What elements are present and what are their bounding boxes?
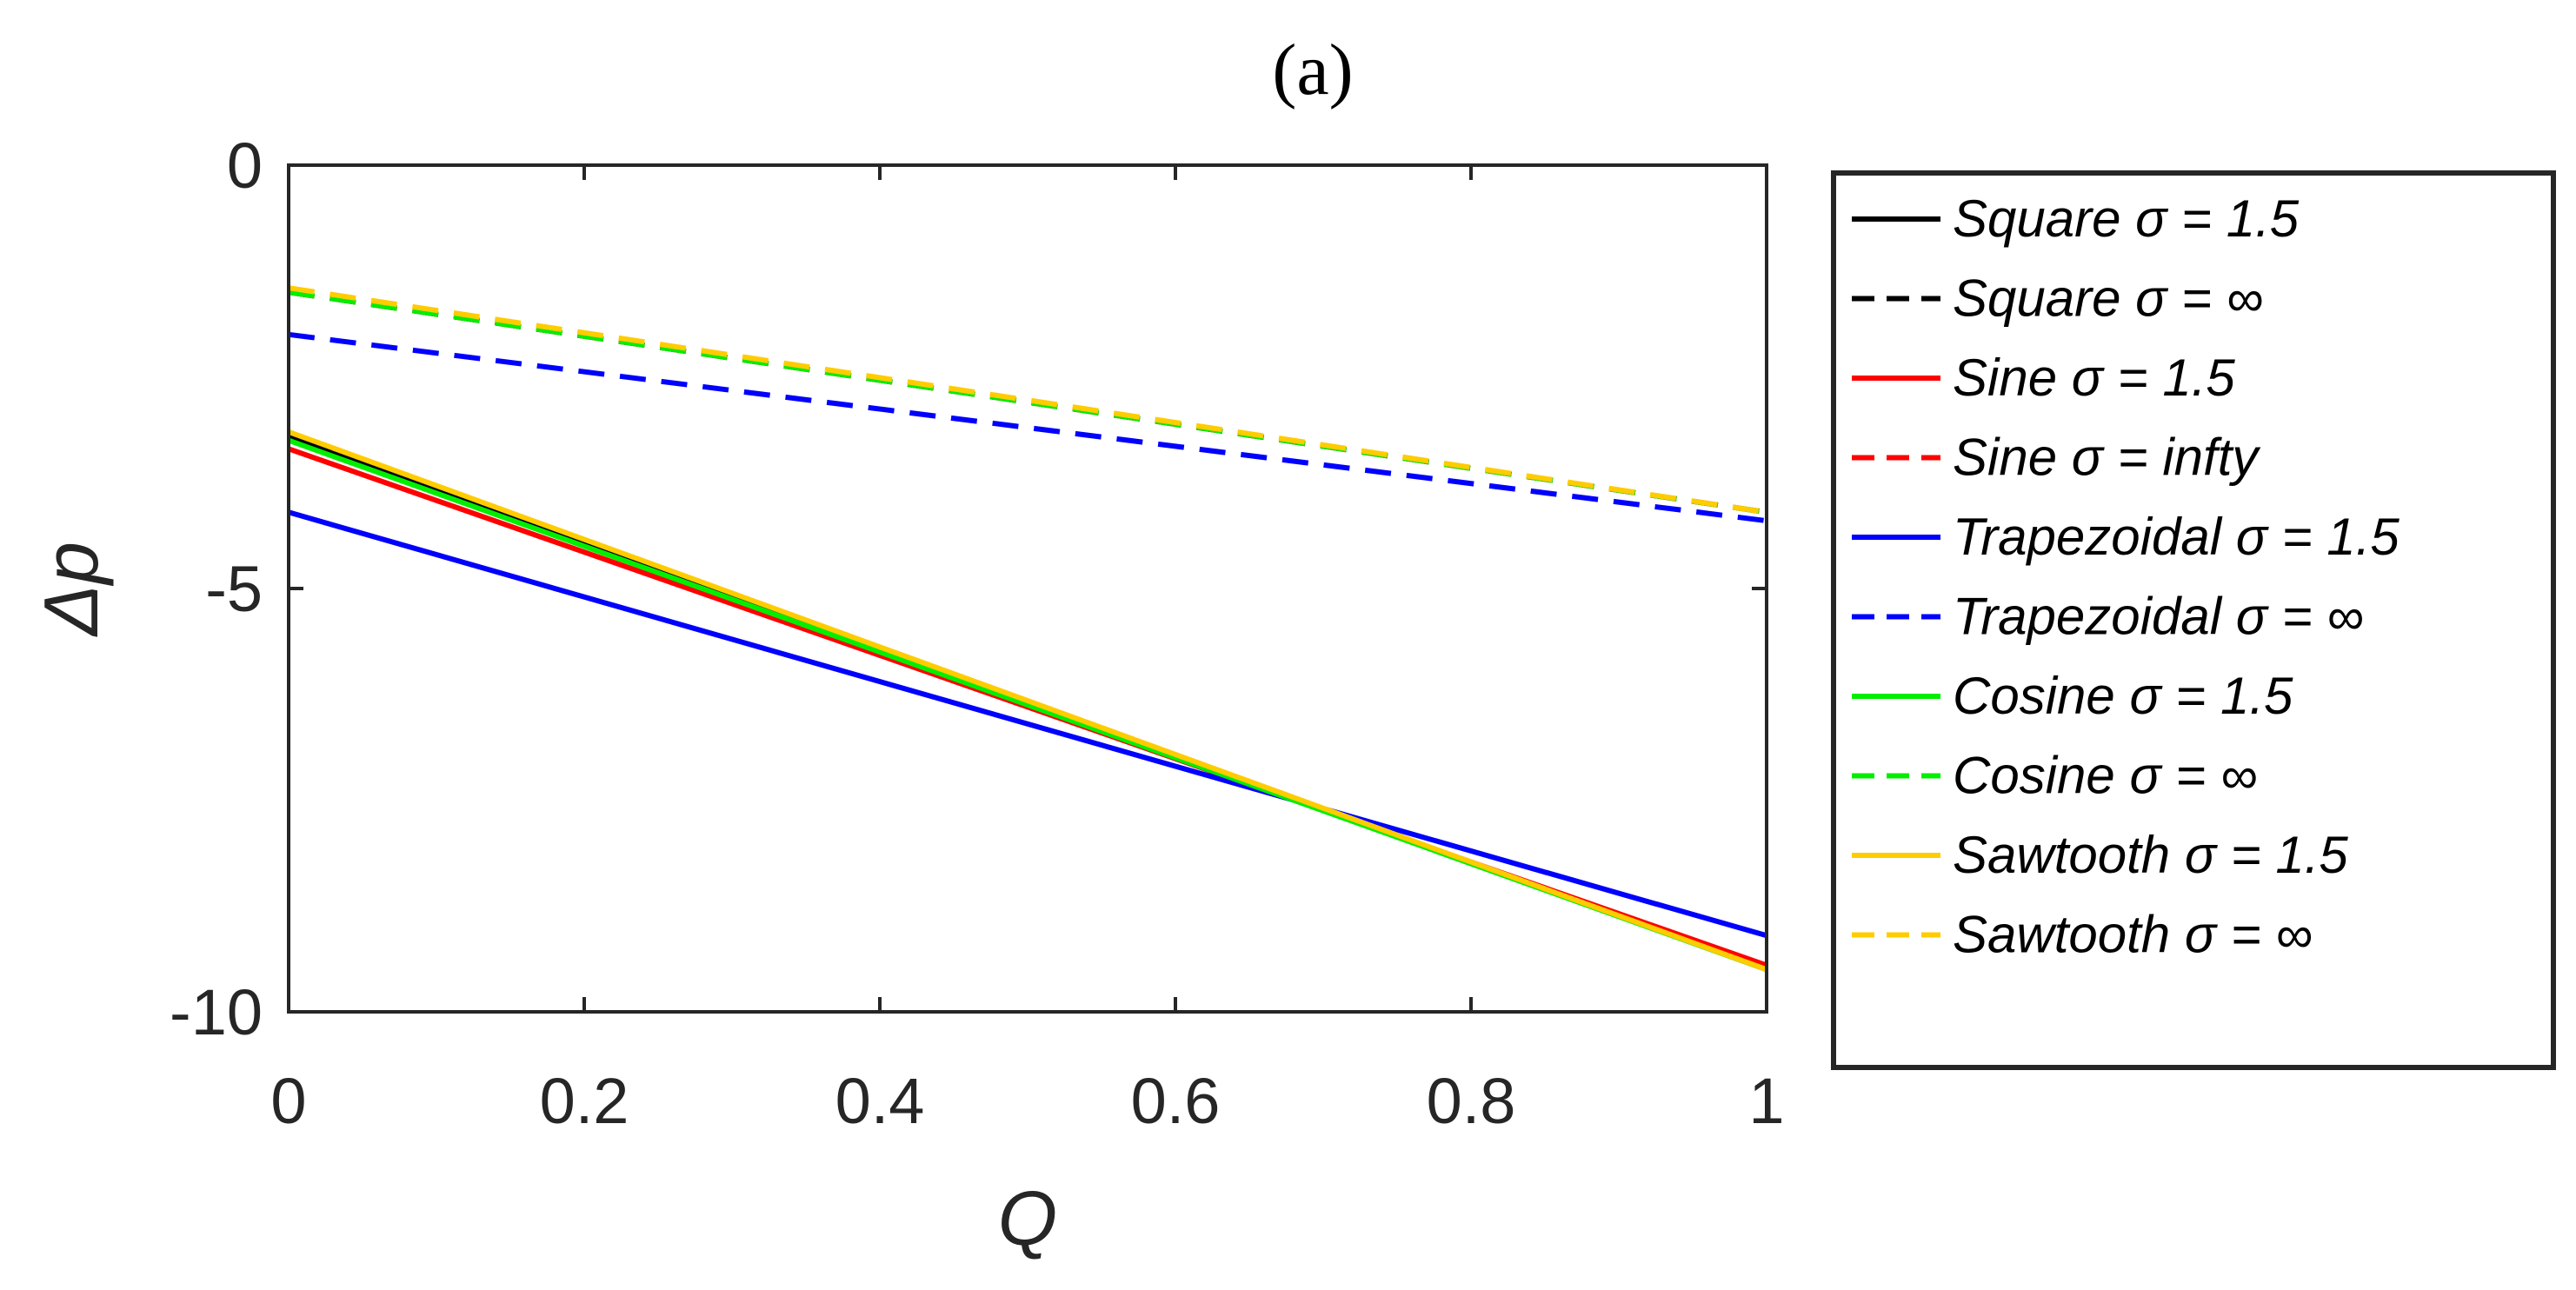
ticks-layer: 0 0.2 0.4 0.6 0.8 1 0 -5 -10 [170, 130, 1785, 1137]
legend-label-7: Cosine σ = ∞ [1953, 747, 2258, 805]
legend-label-6: Cosine σ = 1.5 [1953, 667, 2293, 725]
series-line-9 [288, 285, 1767, 515]
plot-frame [287, 163, 1768, 1014]
legend-label-5: Trapezoidal σ = ∞ [1953, 588, 2364, 646]
x-tick-label: 0.2 [540, 1065, 629, 1137]
series-layer [287, 285, 1768, 973]
series-line-5 [288, 331, 1767, 524]
legend-label-8: Sawtooth σ = 1.5 [1953, 826, 2348, 884]
y-tick-label: -10 [170, 976, 263, 1048]
legend-label-4: Trapezoidal σ = 1.5 [1953, 508, 2400, 566]
legend-items: Square σ = 1.5 Square σ = ∞ Sine σ = 1.5 Si… [1852, 190, 2400, 964]
legend-label-0: Square σ = 1.5 [1953, 190, 2300, 248]
chart-title: (a) [1272, 30, 1353, 110]
x-tick-label: 0 [270, 1065, 306, 1137]
y-axis-label: Δp [28, 542, 114, 637]
legend-label-2: Sine σ = 1.5 [1953, 349, 2235, 407]
x-tick-label: 0.6 [1131, 1065, 1221, 1137]
x-tick-label: 1 [1748, 1065, 1784, 1137]
x-axis-label: Q [998, 1175, 1057, 1261]
legend-label-9: Sawtooth σ = ∞ [1953, 906, 2313, 964]
y-tick-label: -5 [205, 553, 263, 625]
legend: Square σ = 1.5 Square σ = ∞ Sine σ = 1.5 Si… [1831, 170, 2556, 1070]
series-line-8 [287, 429, 1768, 973]
legend-label-1: Square σ = ∞ [1953, 269, 2263, 328]
legend-label-3: Sine σ = infty [1953, 429, 2261, 487]
series-line-4 [288, 509, 1767, 939]
x-tick-label: 0.8 [1427, 1065, 1516, 1137]
legend-box [1831, 170, 2556, 1070]
y-tick-label: 0 [227, 130, 263, 202]
x-tick-label: 0.4 [835, 1065, 925, 1137]
